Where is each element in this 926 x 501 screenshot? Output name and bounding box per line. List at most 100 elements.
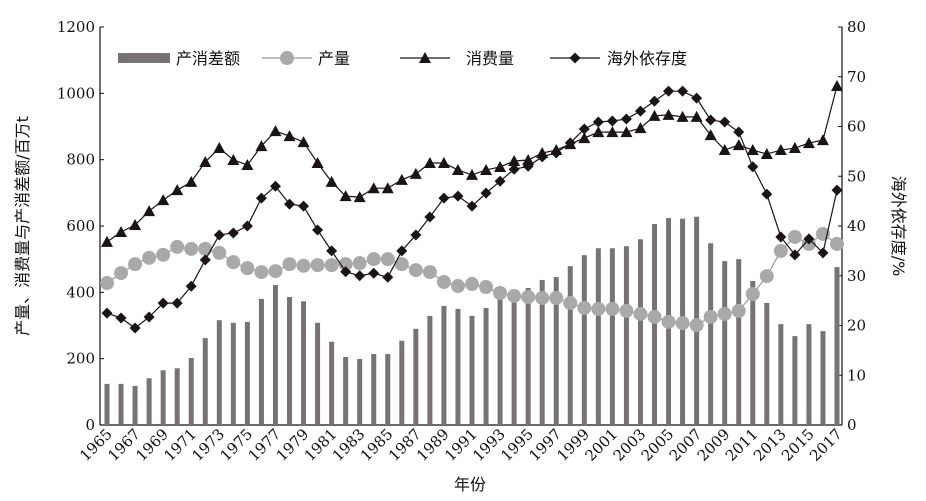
triangle-point — [732, 139, 745, 151]
circle-point — [493, 285, 508, 300]
y-left-tick-label: 1000 — [57, 84, 95, 102]
circle-point — [142, 250, 157, 265]
diamond-point — [115, 312, 127, 324]
circle-point — [408, 263, 423, 278]
bar — [708, 243, 714, 425]
triangle-point — [718, 144, 731, 156]
circle-point — [521, 289, 536, 304]
bar — [820, 331, 826, 425]
bar — [399, 340, 405, 425]
diamond-point — [326, 245, 338, 257]
legend-bar-swatch — [118, 53, 170, 63]
bar — [132, 385, 138, 425]
y-right-tick-label: 70 — [847, 68, 866, 86]
diamond-point — [424, 211, 436, 223]
diamond-point — [634, 105, 646, 117]
bar — [806, 324, 812, 425]
diamond-point — [171, 297, 183, 309]
diamond-point — [817, 247, 829, 259]
bar — [371, 354, 377, 425]
circle-point — [380, 252, 395, 267]
triangle-point — [241, 158, 254, 170]
diamond-point — [649, 95, 660, 107]
diamond-point — [691, 92, 703, 104]
triangle-point — [690, 110, 703, 122]
diamond-point — [775, 231, 787, 243]
diamond-point — [438, 192, 450, 204]
bar — [413, 328, 419, 425]
y-axis-right-title: 海外依存度/% — [889, 176, 908, 277]
circle-point — [731, 303, 746, 318]
circle-point — [591, 301, 606, 316]
legend-label: 海外依存度 — [607, 49, 687, 68]
series-lines — [100, 80, 844, 334]
triangle-point — [802, 137, 815, 149]
triangle-point — [746, 144, 759, 156]
circle-point — [675, 316, 690, 331]
triangle-point — [157, 194, 170, 206]
bar — [272, 285, 278, 425]
bar — [329, 341, 335, 425]
triangle-point — [115, 225, 128, 237]
bar — [736, 259, 742, 425]
diamond-point — [157, 297, 169, 309]
diamond-point — [241, 220, 253, 232]
diamond-point — [396, 245, 408, 257]
circle-point — [198, 241, 213, 256]
triangle-point — [662, 108, 675, 120]
y-right-tick-label: 60 — [847, 118, 866, 136]
diamond-point — [199, 254, 211, 266]
triangle-point — [760, 148, 773, 160]
diamond-point — [382, 271, 394, 283]
legend-label: 消费量 — [466, 49, 514, 68]
bar — [778, 324, 784, 425]
diamond-point — [227, 227, 239, 239]
y-right-tick-label: 30 — [847, 267, 866, 285]
diamond-point — [578, 123, 590, 135]
y-left-tick-label: 1200 — [57, 18, 95, 36]
diamond-point — [508, 163, 520, 175]
triangle-point — [494, 160, 507, 172]
triangle-point — [367, 182, 380, 194]
triangle-point — [788, 142, 801, 154]
y-right-tick-label: 80 — [847, 18, 866, 36]
diamond-point — [564, 137, 576, 149]
bar — [244, 321, 250, 425]
bar — [637, 239, 643, 425]
diamond-point — [536, 151, 548, 163]
circle-point — [450, 279, 465, 294]
legend: 产消差额 产量 消费量 海外依存度 — [118, 49, 687, 68]
circle-point — [114, 266, 129, 281]
circle-point — [128, 257, 143, 272]
bar — [609, 248, 615, 425]
triangle-point — [466, 168, 478, 180]
circle-point — [577, 300, 592, 315]
triangle-point — [508, 154, 521, 166]
triangle-point — [325, 175, 338, 187]
y-right-tick-label: 10 — [847, 366, 866, 384]
y-right-tick-label: 50 — [847, 167, 866, 185]
triangle-point — [634, 122, 647, 134]
diamond-point — [620, 113, 632, 125]
bar — [623, 246, 629, 425]
triangle-point — [269, 125, 282, 137]
diamond-point — [606, 115, 618, 127]
triangle-point — [311, 156, 324, 168]
gap-bars — [104, 216, 840, 425]
diamond-point — [733, 126, 745, 138]
triangle-point — [283, 130, 296, 142]
circle-point — [394, 257, 409, 272]
diamond-point — [452, 190, 464, 202]
circle-point — [689, 318, 704, 333]
bar — [427, 315, 433, 425]
diamond-point — [298, 200, 310, 212]
triangle-point — [620, 126, 633, 138]
triangle-point — [676, 110, 689, 122]
diamond-point — [480, 187, 492, 199]
bar — [764, 302, 770, 425]
circle-point — [830, 236, 844, 251]
bar — [792, 336, 798, 425]
bar — [160, 370, 166, 425]
diamond-point — [354, 270, 366, 282]
